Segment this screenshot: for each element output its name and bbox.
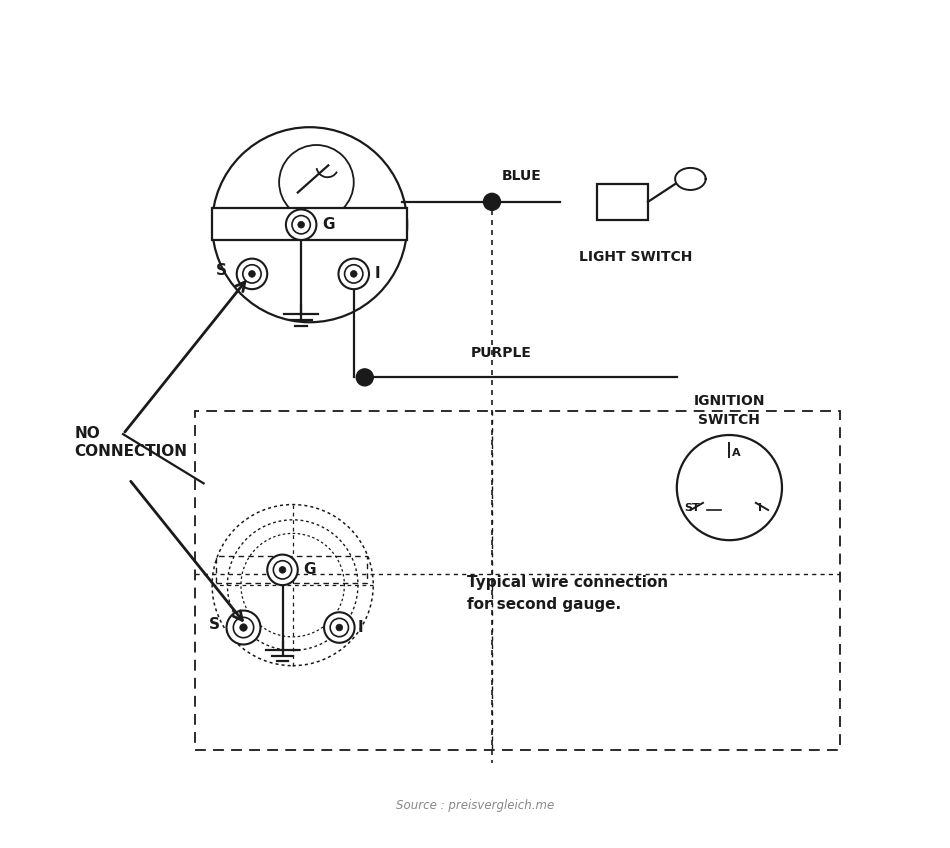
Circle shape	[212, 127, 408, 322]
Circle shape	[324, 612, 354, 643]
Circle shape	[239, 624, 247, 631]
Circle shape	[279, 566, 286, 573]
Text: S: S	[216, 263, 226, 278]
Circle shape	[338, 259, 369, 289]
Circle shape	[356, 369, 373, 386]
Text: PURPLE: PURPLE	[471, 346, 532, 360]
Circle shape	[237, 259, 267, 289]
Text: G: G	[322, 217, 334, 232]
Text: LIGHT SWITCH: LIGHT SWITCH	[579, 250, 692, 264]
Bar	[217, 556, 368, 583]
Circle shape	[226, 611, 260, 644]
Text: SWITCH: SWITCH	[698, 413, 760, 427]
Text: BLUE: BLUE	[503, 169, 542, 183]
Text: I: I	[758, 504, 762, 513]
Text: Typical wire connection
for second gauge.: Typical wire connection for second gauge…	[466, 575, 668, 612]
Bar	[598, 184, 648, 220]
Text: I: I	[375, 266, 381, 282]
Circle shape	[249, 271, 256, 277]
Circle shape	[351, 271, 357, 277]
Text: ST: ST	[685, 504, 700, 513]
Text: A: A	[732, 448, 740, 458]
Text: G: G	[303, 562, 315, 577]
Circle shape	[336, 624, 343, 631]
Text: NO
CONNECTION: NO CONNECTION	[75, 426, 188, 460]
Circle shape	[297, 221, 305, 228]
Text: S: S	[209, 617, 219, 633]
Circle shape	[676, 435, 782, 540]
Circle shape	[286, 209, 316, 240]
Bar	[212, 208, 408, 240]
Circle shape	[279, 145, 353, 220]
Text: IGNITION: IGNITION	[694, 394, 765, 408]
Circle shape	[484, 193, 501, 210]
Bar	[195, 411, 840, 750]
Text: Source : preisvergleich.me: Source : preisvergleich.me	[396, 799, 554, 812]
Circle shape	[267, 555, 297, 585]
Text: I: I	[358, 620, 364, 635]
